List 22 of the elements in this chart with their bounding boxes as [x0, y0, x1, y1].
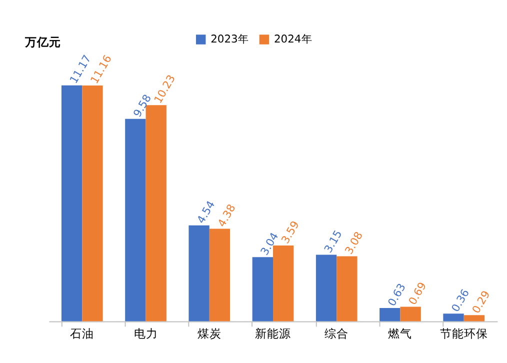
legend-label: 2023年 [210, 32, 249, 46]
x-tick-label: 电力 [134, 326, 158, 340]
x-tick-label: 石油 [70, 326, 94, 340]
x-tick-label: 新能源 [255, 326, 291, 340]
x-tick-label: 煤炭 [197, 326, 222, 340]
x-tick-label: 综合 [324, 326, 349, 340]
bar [336, 256, 358, 322]
bar [209, 228, 230, 322]
bar [61, 85, 82, 322]
bar [188, 225, 210, 322]
bar [400, 306, 421, 322]
bar [125, 118, 146, 322]
x-tick-label: 节能环保 [440, 326, 488, 340]
legend-label: 2024年 [274, 32, 312, 46]
y-axis-title: 万亿元 [24, 34, 61, 49]
bar [464, 315, 485, 322]
bar [380, 308, 400, 322]
bar [443, 314, 464, 322]
x-tick-label: 燃气 [388, 326, 412, 340]
bar [316, 254, 337, 322]
bar [252, 257, 273, 322]
bar [82, 86, 103, 322]
